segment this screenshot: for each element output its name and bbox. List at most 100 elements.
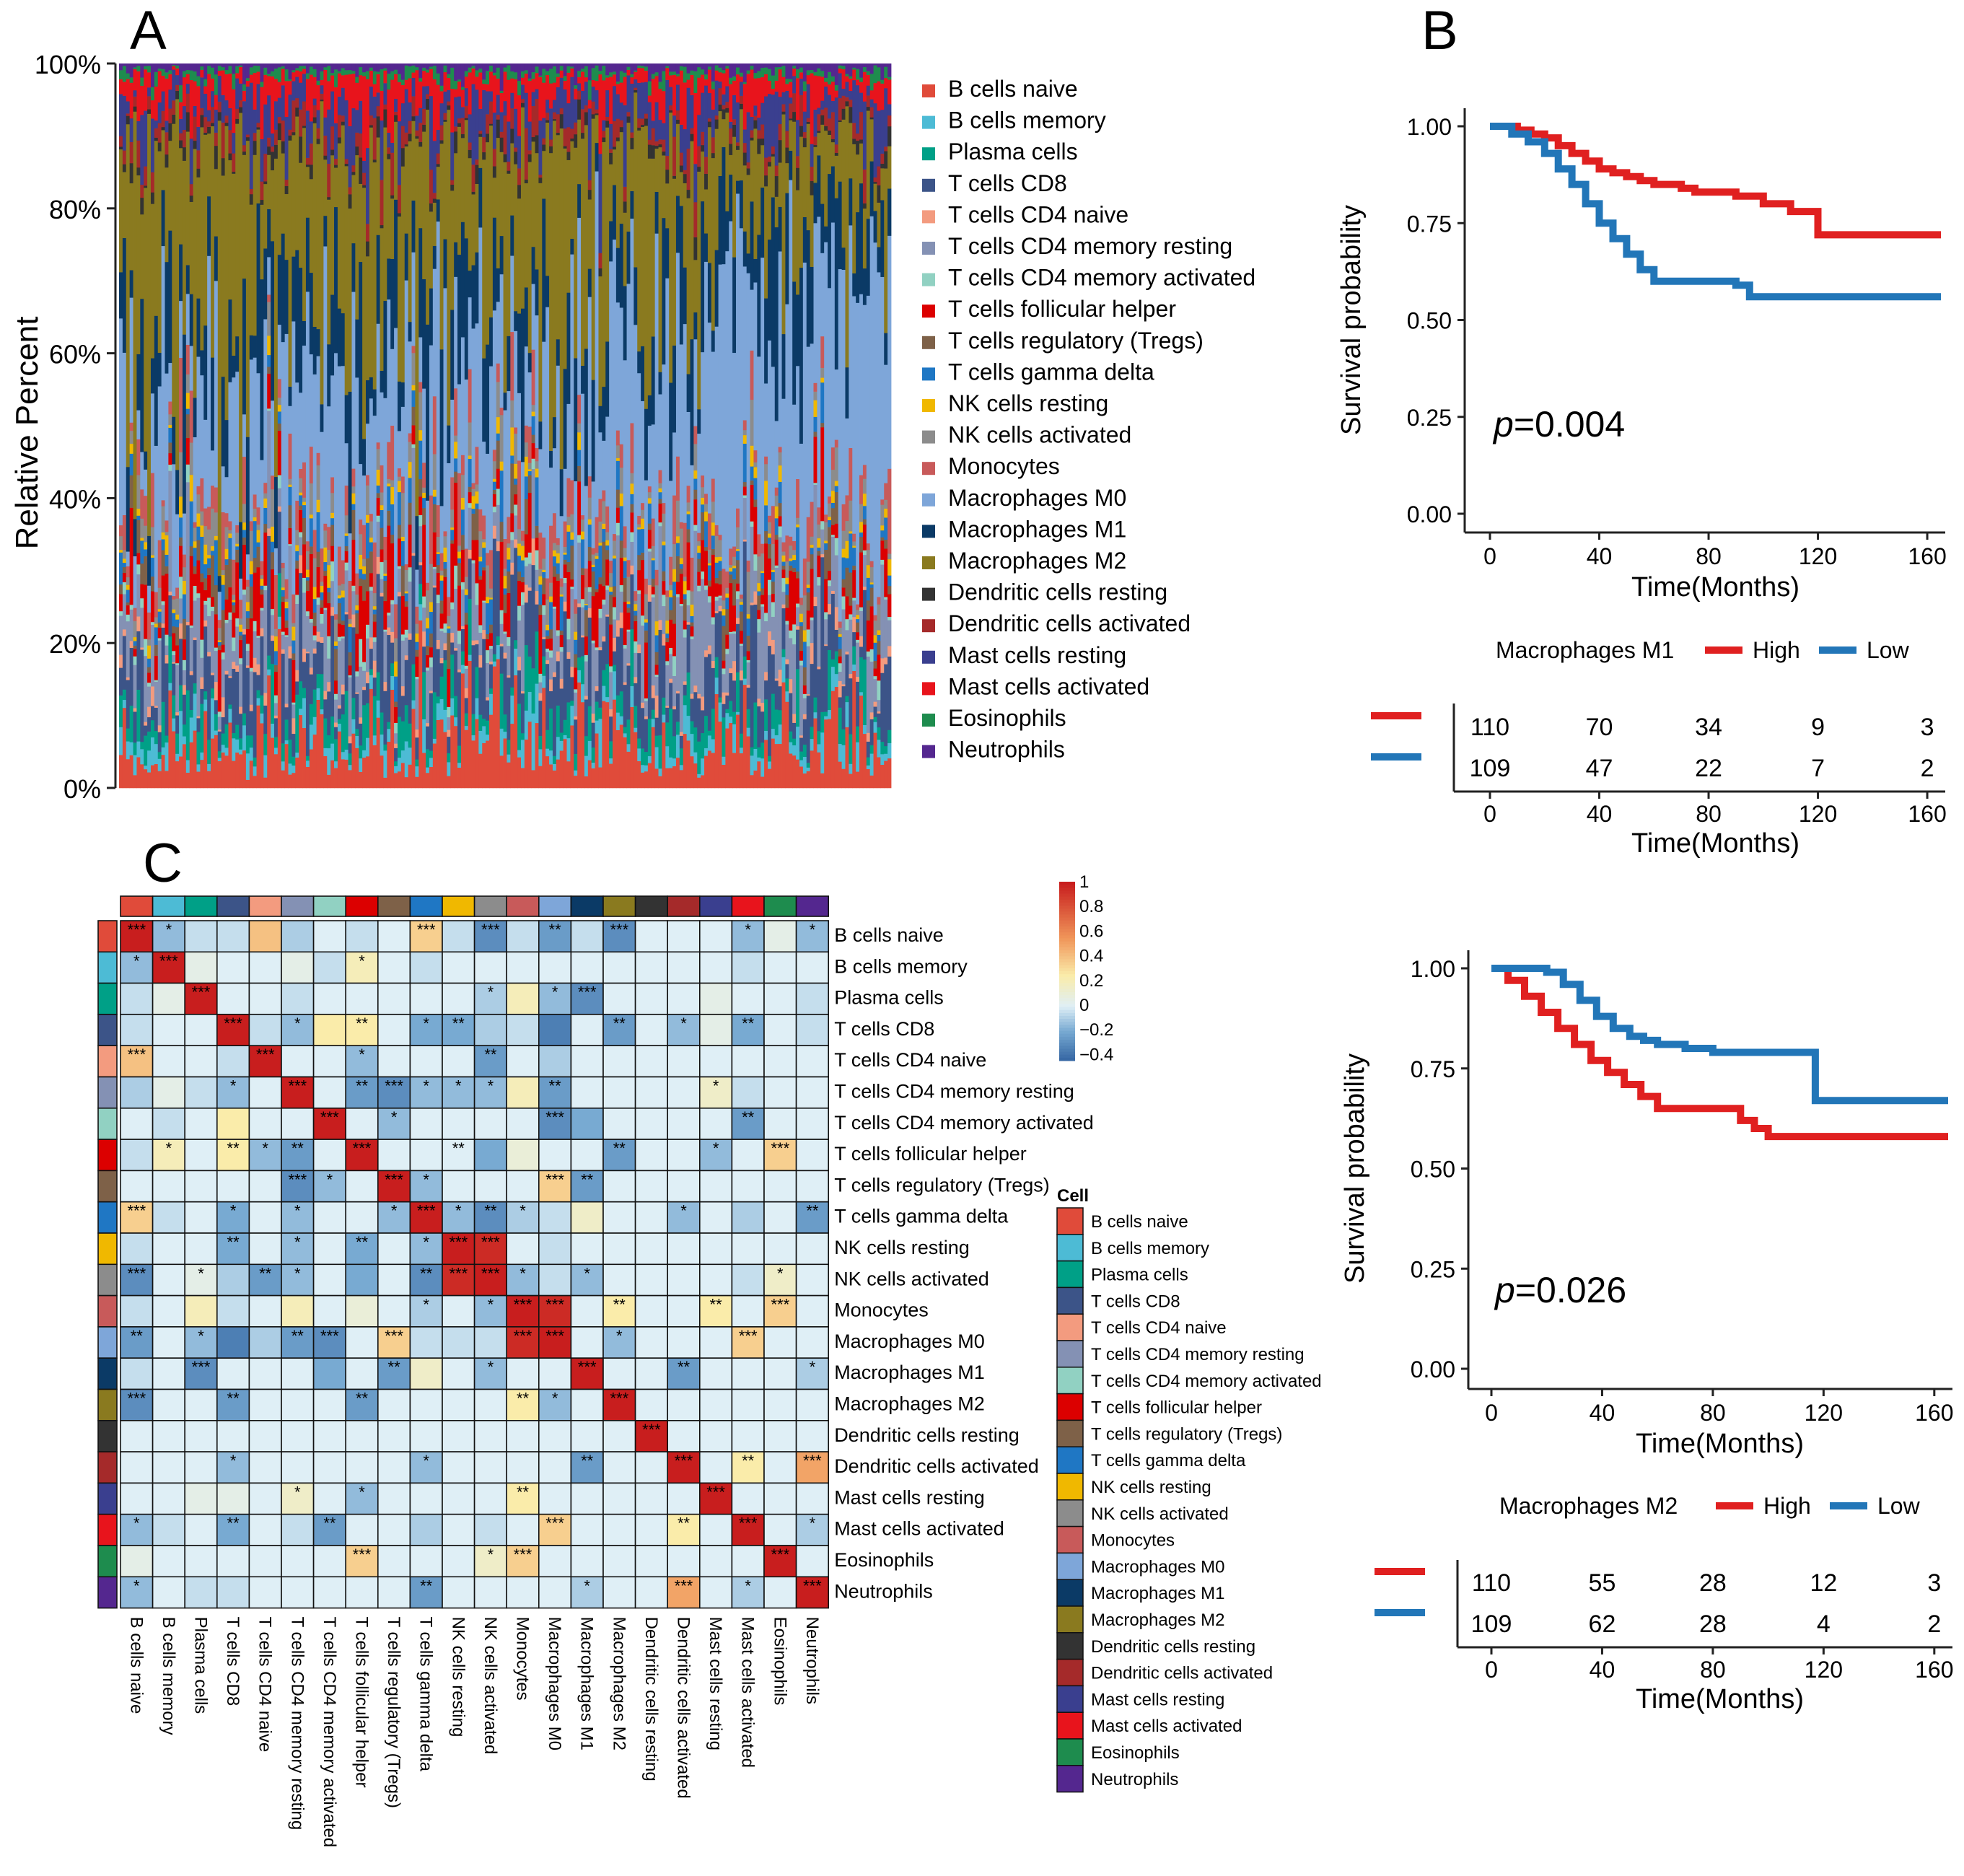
bar-segment-mast-cells-activated <box>436 84 441 131</box>
bar-segment-dendritic-cells-activated <box>750 130 754 138</box>
bar-segment-nk-cells-activated <box>714 535 719 558</box>
bar-segment-t-cells-follicular-helper <box>267 373 271 409</box>
bar-segment-plasma-cells <box>457 745 462 763</box>
bar-segment-b-cells-memory <box>429 758 434 767</box>
bar-segment-mast-cells-resting <box>147 87 152 97</box>
bar-segment-nk-cells-resting <box>884 508 888 518</box>
bar-segment-t-cells-cd4-naive <box>327 681 331 692</box>
bar-segment-t-cells-cd4-memory-activated <box>792 624 797 645</box>
bar-segment-t-cells-gamma-delta <box>475 503 479 509</box>
bar-segment-monocytes <box>256 507 260 525</box>
bar-segment-mast-cells-resting <box>273 101 279 130</box>
bar-segment-macrophages-m1 <box>538 421 543 450</box>
bar-segment-macrophages-m2 <box>704 189 709 234</box>
bar-segment-dendritic-cells-resting <box>887 126 892 146</box>
bar-segment-t-cells-cd8 <box>503 658 507 715</box>
bar-segment-b-cells-naive <box>598 767 602 789</box>
bar-segment-macrophages-m2 <box>359 183 363 263</box>
bar-segment-b-cells-memory <box>672 758 677 766</box>
bar-segment-nk-cells-activated <box>760 553 765 571</box>
bar-segment-nk-cells-activated <box>634 600 638 605</box>
bar-segment-dendritic-cells-resting <box>662 151 666 156</box>
bar-segment-b-cells-memory <box>263 755 268 778</box>
bar-segment-t-cells-cd4-memory-activated <box>619 584 624 592</box>
bar-segment-mast-cells-activated <box>408 78 412 102</box>
bar-segment-mast-cells-activated <box>760 76 765 103</box>
bar-segment-t-cells-cd4-memory-activated <box>820 520 825 530</box>
bar-segment-b-cells-memory <box>845 701 849 727</box>
bar-segment-mast-cells-activated <box>697 77 701 115</box>
bar-segment-mast-cells-activated <box>591 79 595 87</box>
bar-segment-t-cells-regulatory-tregs- <box>207 567 211 575</box>
bar-segment-t-cells-cd4-memory-resting <box>196 597 201 716</box>
bar-segment-t-cells-regulatory-tregs- <box>253 557 257 573</box>
bar-segment-macrophages-m2 <box>471 194 475 266</box>
bar-segment-eosinophils <box>742 82 748 84</box>
bar-segment-t-cells-follicular-helper <box>471 540 475 561</box>
bar-segment-nk-cells-activated <box>320 582 324 587</box>
bar-segment-t-cells-follicular-helper <box>647 530 652 549</box>
bar-segment-dendritic-cells-activated <box>884 146 888 152</box>
bar-segment-t-cells-cd4-memory-resting <box>556 636 561 652</box>
bar-segment-dendritic-cells-activated <box>136 140 141 168</box>
bar-segment-t-cells-cd4-memory-resting <box>665 665 670 706</box>
bar-segment-mast-cells-activated <box>366 79 370 149</box>
bar-segment-t-cells-cd8 <box>771 654 776 694</box>
bar-segment-b-cells-memory <box>179 710 183 757</box>
bar-segment-nk-cells-resting <box>742 434 748 444</box>
bar-segment-plasma-cells <box>309 704 314 725</box>
bar-segment-neutrophils <box>468 63 472 68</box>
bar-segment-macrophages-m1 <box>397 381 402 431</box>
bar-segment-t-cells-regulatory-tregs- <box>662 571 666 582</box>
bar-segment-t-cells-cd4-memory-activated <box>418 514 423 527</box>
bar-segment-t-cells-regulatory-tregs- <box>475 508 479 540</box>
bar-segment-nk-cells-resting <box>207 554 211 558</box>
bar-segment-b-cells-memory <box>675 735 680 758</box>
bar-segment-b-cells-memory <box>877 740 881 758</box>
bar-segment-nk-cells-activated <box>654 585 659 622</box>
bar-segment-t-cells-cd4-memory-activated <box>725 648 729 654</box>
bar-segment-t-cells-cd4-naive <box>394 743 398 748</box>
bar-segment-t-cells-cd4-memory-activated <box>771 602 776 617</box>
bar-segment-macrophages-m0 <box>454 276 458 389</box>
bar-segment-macrophages-m0 <box>658 394 662 470</box>
bar-segment-monocytes <box>507 517 511 544</box>
bar-segment-nk-cells-resting <box>796 524 800 527</box>
bar-segment-t-cells-cd4-memory-activated <box>214 647 219 652</box>
bar-segment-mast-cells-activated <box>224 74 229 101</box>
bar-segment-macrophages-m0 <box>742 266 748 421</box>
bar-segment-t-cells-gamma-delta <box>729 571 733 575</box>
bar-segment-nk-cells-resting <box>454 441 458 459</box>
bar-segment-mast-cells-activated <box>309 74 314 122</box>
bar-segment-t-cells-gamma-delta <box>260 585 264 589</box>
bar-segment-t-cells-gamma-delta <box>591 566 595 572</box>
bar-segment-t-cells-cd8 <box>862 589 867 660</box>
bar-segment-macrophages-m2 <box>630 149 634 191</box>
km-legend-label-high: High <box>1753 637 1800 663</box>
bar-segment-mast-cells-resting <box>436 129 441 154</box>
bar-segment-b-cells-memory <box>665 745 670 768</box>
bar-segment-t-cells-cd4-memory-resting <box>496 504 501 542</box>
bar-segment-neutrophils <box>658 63 662 82</box>
bar-segment-t-cells-gamma-delta <box>654 635 659 652</box>
bar-segment-t-cells-cd4-naive <box>665 705 670 708</box>
bar-segment-t-cells-cd4-naive <box>267 528 271 536</box>
bar-segment-b-cells-memory <box>834 673 839 687</box>
bar-segment-macrophages-m2 <box>774 196 779 228</box>
bar-segment-plasma-cells <box>299 680 303 709</box>
bar-segment-t-cells-follicular-helper <box>799 650 804 661</box>
bar-segment-t-cells-cd4-memory-resting <box>200 657 204 678</box>
bar-segment-t-cells-cd4-memory-resting <box>422 607 426 632</box>
bar-segment-macrophages-m2 <box>489 125 494 317</box>
bar-segment-monocytes <box>193 522 197 528</box>
bar-segment-t-cells-follicular-helper <box>644 642 649 698</box>
bar-segment-t-cells-gamma-delta <box>634 610 638 616</box>
bar-segment-mast-cells-activated <box>426 72 430 87</box>
bar-segment-macrophages-m2 <box>299 162 303 268</box>
bar-segment-eosinophils <box>302 66 307 69</box>
bar-segment-plasma-cells <box>330 716 335 744</box>
panel-letter-b: B <box>1421 0 1458 61</box>
bar-segment-nk-cells-resting <box>729 567 733 572</box>
bar-segment-b-cells-naive <box>796 759 800 789</box>
km-risk-count: 34 <box>1695 714 1722 741</box>
